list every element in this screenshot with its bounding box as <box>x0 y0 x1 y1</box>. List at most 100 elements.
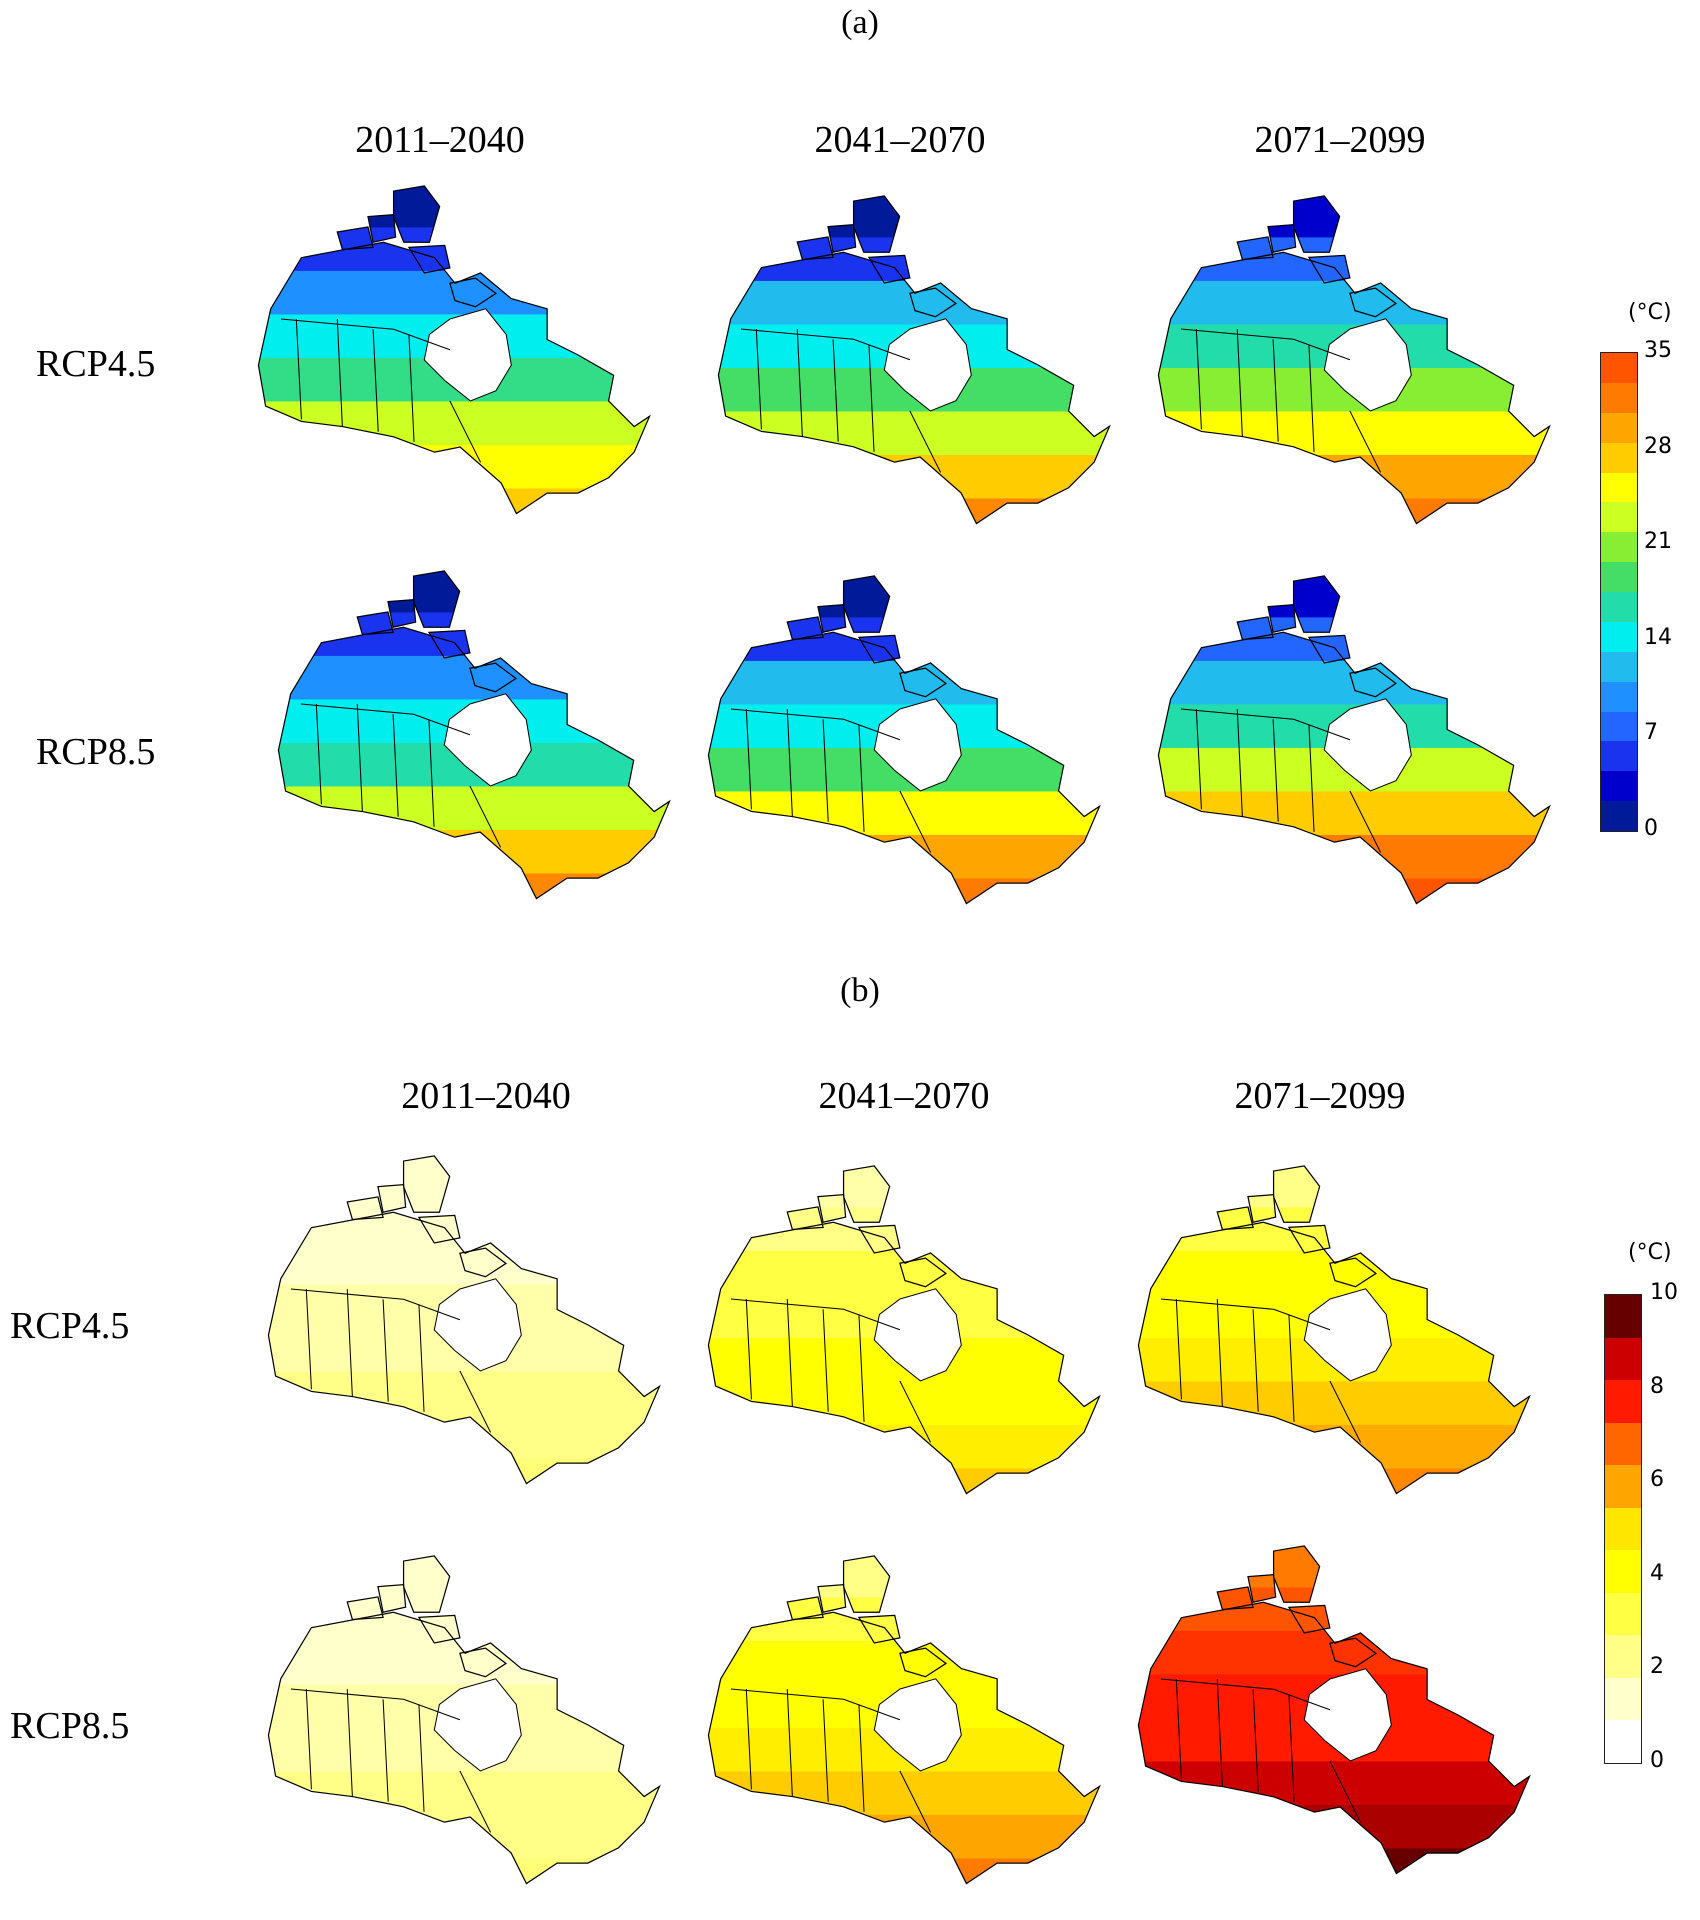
coastline <box>786 1596 824 1621</box>
temperature-band <box>278 786 670 835</box>
colorbar-swatch <box>1601 472 1637 503</box>
hudson-bay <box>433 1678 522 1772</box>
provincial-border <box>858 724 865 832</box>
provincial-border <box>1252 1689 1259 1792</box>
temperature-band <box>708 1771 1100 1820</box>
colorbar-swatch <box>1601 382 1637 413</box>
coastline <box>1157 631 1551 905</box>
provincial-border <box>372 329 379 432</box>
temperature-band <box>1138 1165 1530 1214</box>
colorbar-swatch <box>1605 1635 1641 1678</box>
provincial-border <box>1180 708 1351 741</box>
temperature-band <box>708 834 1100 883</box>
temperature-band <box>708 1555 1100 1604</box>
temperature-band <box>708 1858 1100 1884</box>
coastline <box>459 1647 508 1678</box>
coastline <box>707 1221 1101 1495</box>
temperature-band <box>708 660 1100 709</box>
coastline <box>1287 1224 1331 1254</box>
provincial-border <box>382 1699 389 1802</box>
colorbar-swatch <box>1605 1677 1641 1721</box>
hudson-bay <box>873 1678 962 1772</box>
colorbar-tick-label: 0 <box>1644 816 1658 841</box>
colorbar-swatch <box>1605 1380 1641 1423</box>
provincial-border <box>356 704 363 812</box>
coastline <box>1216 1586 1254 1611</box>
colorbar-tick-label: 2 <box>1650 1654 1664 1680</box>
map-a-rcp45-2011-2040 <box>257 185 651 515</box>
provincial-border <box>305 1289 312 1390</box>
provincial-border <box>899 1380 932 1443</box>
temperature-band <box>718 237 1110 286</box>
colorbar-swatch <box>1601 741 1637 772</box>
coastline <box>387 598 417 629</box>
colorbar-swatch <box>1605 1720 1641 1763</box>
provincial-border <box>1349 790 1382 853</box>
colorbar-swatch <box>1601 532 1637 563</box>
colorbar-swatch <box>1601 502 1637 533</box>
temperature-band <box>1158 878 1550 904</box>
scenario-label: RCP4.5 <box>36 343 156 385</box>
temperature-band <box>268 1371 660 1420</box>
colorbar-swatch <box>1601 353 1637 383</box>
colorbar-swatch <box>1601 771 1637 802</box>
temperature-band <box>268 1597 660 1646</box>
coastline <box>346 1596 384 1621</box>
temperature-band <box>718 195 1110 244</box>
provincial-border <box>1216 1299 1223 1407</box>
temperature-band <box>708 575 1100 624</box>
colorbar-swatch <box>1601 562 1637 592</box>
provincial-border <box>1195 709 1202 810</box>
temperature-band <box>1138 1545 1530 1594</box>
provincial-border <box>899 1770 932 1833</box>
temperature-band <box>1138 1587 1530 1636</box>
coastline <box>336 226 374 251</box>
provincial-border <box>745 709 752 810</box>
coastline <box>277 626 671 900</box>
provincial-border <box>336 319 343 427</box>
coastline <box>1267 603 1297 634</box>
coastline <box>857 634 901 664</box>
temperature-band <box>268 1240 660 1289</box>
scenario-label: RCP8.5 <box>10 1705 130 1747</box>
colorbar-swatch <box>1601 651 1637 682</box>
panel-b-label: (b) <box>840 972 880 1009</box>
coastline <box>817 1583 847 1614</box>
period-label: 2071–2099 <box>1254 119 1426 161</box>
scenario-label: RCP8.5 <box>36 731 156 773</box>
colorbar-unit: (°C) <box>1628 300 1672 325</box>
coastline <box>257 241 651 515</box>
provincial-border <box>730 708 901 741</box>
provincial-border <box>295 319 302 420</box>
provincial-border <box>290 1288 461 1321</box>
map-b-rcp45-2011-2040 <box>267 1155 661 1485</box>
hudson-bay <box>883 318 972 412</box>
temperature-band <box>258 227 650 276</box>
coastline <box>786 616 824 641</box>
provincial-border <box>1288 1314 1295 1422</box>
temperature-band <box>708 617 1100 666</box>
map-a-rcp45-2041-2070 <box>717 195 1111 525</box>
temperature-band <box>708 1814 1100 1863</box>
coastline <box>899 667 948 698</box>
temperature-band <box>258 488 650 514</box>
colorbar-b <box>1604 1294 1642 1764</box>
temperature-band <box>708 1165 1100 1214</box>
provincial-border <box>1175 1299 1182 1400</box>
colorbar-tick-label: 14 <box>1644 624 1672 650</box>
temperature-band <box>258 185 650 234</box>
hudson-bay <box>443 693 532 787</box>
colorbar-swatch <box>1605 1592 1641 1636</box>
period-label: 2041–2070 <box>818 1075 990 1117</box>
temperature-band <box>278 873 670 899</box>
provincial-border <box>1272 719 1279 822</box>
provincial-border <box>786 1689 793 1797</box>
hudson-bay <box>873 698 962 792</box>
temperature-band <box>1138 1804 1530 1853</box>
colorbar-swatch <box>1601 442 1637 473</box>
coastline <box>899 1647 948 1678</box>
temperature-band <box>258 270 650 319</box>
provincial-border <box>300 703 471 736</box>
coastline <box>1157 251 1551 525</box>
provincial-border <box>449 400 482 463</box>
